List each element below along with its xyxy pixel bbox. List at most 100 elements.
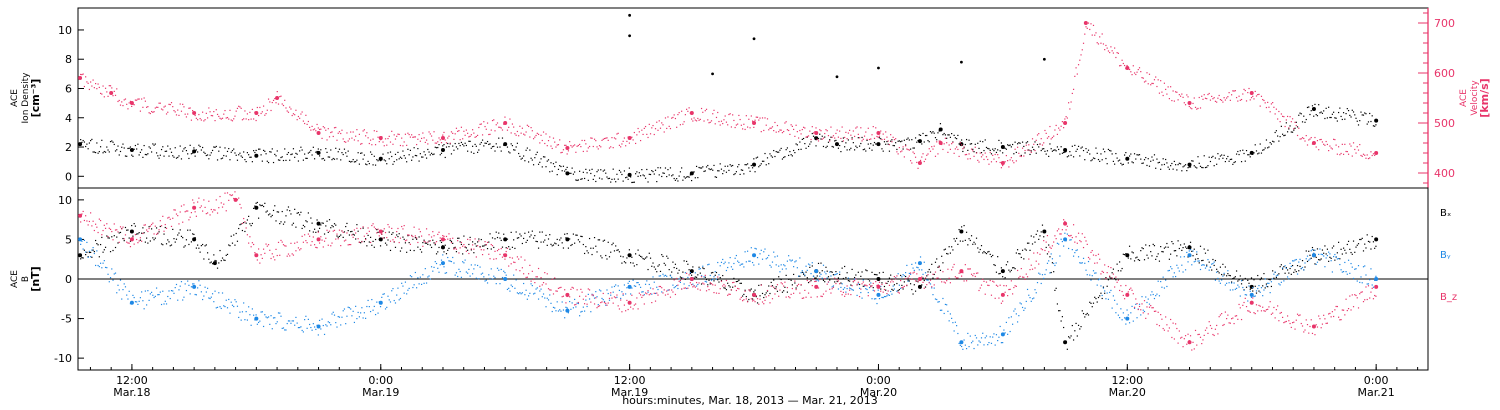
data-trace-point: [646, 256, 648, 258]
data-trace-point: [654, 300, 657, 302]
data-trace-point: [422, 245, 424, 247]
data-trace-point: [1203, 248, 1205, 250]
data-trace-point: [605, 304, 607, 306]
data-trace-point: [153, 239, 155, 241]
data-trace-point: [545, 306, 547, 308]
data-trace-point: [309, 230, 311, 232]
data-trace-point: [264, 314, 266, 316]
data-trace-point: [868, 138, 871, 141]
data-trace-point: [835, 282, 837, 285]
data-trace-point: [821, 270, 823, 272]
data-trace-point: [373, 226, 375, 228]
data-trace-point: [496, 267, 499, 269]
data-trace-point: [152, 143, 154, 145]
data-trace-point: [556, 144, 558, 146]
data-trace-point: [1339, 258, 1341, 260]
data-trace-point: [1000, 267, 1003, 269]
data-trace-point: [1151, 156, 1153, 158]
outlier-point: [877, 66, 880, 70]
data-point: [254, 153, 259, 158]
data-trace-point: [1048, 155, 1050, 158]
data-trace-point: [625, 293, 627, 295]
data-trace-point: [827, 135, 830, 137]
data-trace-point: [1233, 90, 1235, 92]
data-trace-point: [722, 122, 724, 125]
data-trace-point: [923, 141, 925, 143]
data-trace-point: [735, 171, 737, 173]
data-trace-point: [378, 141, 380, 143]
data-trace-point: [401, 282, 403, 284]
data-trace-point: [744, 251, 746, 253]
data-trace-point: [1244, 294, 1246, 296]
data-trace-point: [1296, 264, 1299, 267]
data-trace-point: [437, 146, 439, 149]
data-trace-point: [244, 319, 246, 321]
data-trace-point: [585, 295, 587, 297]
data-trace-point: [367, 299, 369, 302]
data-trace-point: [1238, 279, 1240, 281]
data-trace-point: [1091, 34, 1093, 36]
data-trace-point: [982, 332, 984, 334]
data-trace-point: [631, 136, 633, 138]
data-trace-point: [165, 243, 168, 245]
data-trace-point: [957, 332, 959, 335]
data-trace-point: [698, 119, 700, 121]
data-trace-point: [652, 171, 654, 173]
data-trace-point: [681, 277, 683, 279]
data-trace-point: [651, 170, 653, 172]
data-trace-point: [506, 129, 509, 131]
data-trace-point: [886, 140, 888, 143]
data-trace-point: [326, 139, 328, 141]
data-trace-point: [168, 103, 170, 105]
data-trace-point: [328, 219, 331, 221]
data-trace-point: [294, 242, 296, 244]
data-trace-point: [501, 129, 504, 131]
data-trace-point: [1101, 294, 1103, 297]
data-trace-point: [1018, 253, 1020, 255]
data-trace-point: [712, 271, 714, 274]
data-trace-point: [733, 262, 735, 265]
data-trace-point: [628, 280, 630, 282]
data-trace-point: [434, 146, 436, 148]
data-trace-point: [831, 271, 833, 273]
data-trace-point: [1355, 268, 1357, 270]
data-trace-point: [927, 153, 929, 155]
data-trace-point: [608, 177, 611, 179]
data-trace-point: [332, 226, 334, 228]
data-trace-point: [350, 231, 352, 233]
data-trace-point: [1152, 243, 1154, 245]
data-trace-point: [958, 155, 960, 158]
data-trace-point: [185, 239, 188, 241]
data-trace-point: [1207, 249, 1209, 251]
data-trace-point: [576, 179, 578, 182]
data-trace-point: [1369, 157, 1371, 159]
data-trace-point: [1303, 115, 1305, 117]
data-trace-point: [1168, 258, 1170, 260]
data-trace-point: [1299, 138, 1301, 140]
data-trace-point: [550, 302, 552, 304]
data-trace-point: [914, 262, 917, 264]
data-trace-point: [718, 281, 720, 283]
data-trace-point: [1326, 143, 1329, 146]
data-trace-point: [571, 286, 573, 288]
data-trace-point: [802, 297, 805, 299]
data-trace-point: [758, 263, 760, 265]
data-trace-point: [1213, 97, 1215, 99]
data-trace-point: [1122, 163, 1124, 165]
data-trace-point: [798, 148, 800, 151]
data-trace-point: [413, 249, 415, 252]
data-trace-point: [1110, 289, 1112, 292]
data-trace-point: [865, 269, 867, 271]
data-point: [1187, 245, 1192, 250]
data-trace-point: [249, 314, 251, 316]
data-trace-point: [458, 268, 460, 270]
data-trace-point: [136, 301, 138, 303]
data-trace-point: [683, 283, 685, 285]
data-trace-point: [394, 153, 397, 155]
data-trace-point: [1023, 155, 1025, 157]
data-trace-point: [610, 146, 612, 148]
data-trace-point: [413, 284, 415, 286]
data-trace-point: [626, 257, 628, 259]
data-trace-point: [1085, 26, 1087, 28]
data-trace-point: [282, 223, 285, 225]
